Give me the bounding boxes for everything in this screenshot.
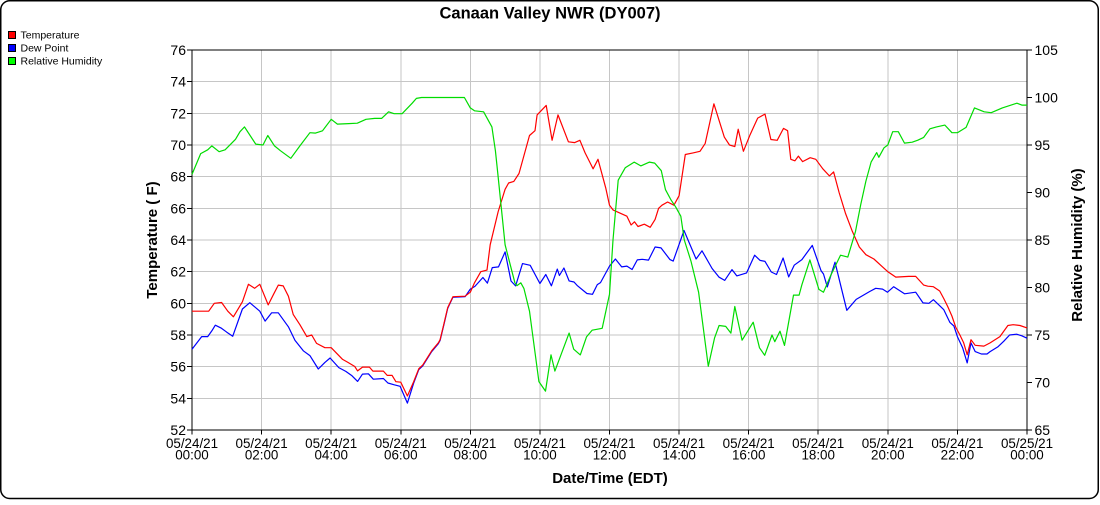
svg-text:14:00: 14:00: [662, 448, 696, 463]
svg-text:74: 74: [170, 74, 186, 90]
svg-text:05/24/21: 05/24/21: [653, 436, 705, 451]
svg-text:85: 85: [1035, 232, 1051, 248]
svg-text:90: 90: [1035, 185, 1051, 201]
svg-text:05/24/21: 05/24/21: [723, 436, 775, 451]
svg-text:05/24/21: 05/24/21: [375, 436, 427, 451]
svg-text:02:00: 02:00: [245, 448, 279, 463]
svg-text:05/24/21: 05/24/21: [166, 436, 218, 451]
svg-text:06:00: 06:00: [384, 448, 418, 463]
svg-text:72: 72: [170, 105, 186, 121]
svg-text:05/24/21: 05/24/21: [931, 436, 983, 451]
svg-text:95: 95: [1035, 137, 1051, 153]
svg-text:64: 64: [170, 232, 186, 248]
svg-text:12:00: 12:00: [593, 448, 627, 463]
svg-text:60: 60: [170, 295, 186, 311]
svg-text:54: 54: [170, 390, 186, 406]
svg-text:76: 76: [170, 42, 186, 58]
svg-text:Temperature: Temperature: [21, 29, 80, 41]
svg-text:00:00: 00:00: [1010, 448, 1044, 463]
svg-text:05/24/21: 05/24/21: [583, 436, 635, 451]
svg-text:05/24/21: 05/24/21: [862, 436, 914, 451]
svg-text:05/24/21: 05/24/21: [514, 436, 566, 451]
svg-text:Dew Point: Dew Point: [21, 42, 69, 54]
svg-text:22:00: 22:00: [941, 448, 975, 463]
svg-text:Temperature ( F): Temperature ( F): [144, 181, 161, 298]
svg-text:05/24/21: 05/24/21: [792, 436, 844, 451]
svg-text:62: 62: [170, 264, 186, 280]
svg-text:75: 75: [1035, 327, 1051, 343]
svg-text:Relative Humidity (%): Relative Humidity (%): [1069, 168, 1086, 321]
svg-text:65: 65: [1035, 422, 1051, 438]
svg-text:20:00: 20:00: [871, 448, 905, 463]
svg-text:10:00: 10:00: [523, 448, 557, 463]
svg-text:05/24/21: 05/24/21: [305, 436, 357, 451]
svg-text:05/25/21: 05/25/21: [1001, 436, 1053, 451]
svg-text:05/24/21: 05/24/21: [444, 436, 496, 451]
svg-text:05/24/21: 05/24/21: [236, 436, 288, 451]
svg-text:58: 58: [170, 327, 186, 343]
svg-text:68: 68: [170, 169, 186, 185]
svg-text:56: 56: [170, 359, 186, 375]
svg-text:Relative Humidity: Relative Humidity: [21, 56, 103, 68]
svg-text:70: 70: [1035, 375, 1051, 391]
svg-text:04:00: 04:00: [314, 448, 348, 463]
svg-text:08:00: 08:00: [454, 448, 488, 463]
svg-text:70: 70: [170, 137, 186, 153]
svg-text:00:00: 00:00: [175, 448, 209, 463]
svg-text:18:00: 18:00: [801, 448, 835, 463]
svg-text:Date/Time (EDT): Date/Time (EDT): [552, 470, 668, 487]
svg-text:Canaan Valley NWR (DY007): Canaan Valley NWR (DY007): [440, 5, 661, 23]
svg-text:100: 100: [1035, 90, 1059, 106]
svg-text:16:00: 16:00: [732, 448, 766, 463]
svg-text:66: 66: [170, 200, 186, 216]
svg-text:105: 105: [1035, 42, 1059, 58]
svg-text:52: 52: [170, 422, 186, 438]
svg-text:80: 80: [1035, 280, 1051, 296]
